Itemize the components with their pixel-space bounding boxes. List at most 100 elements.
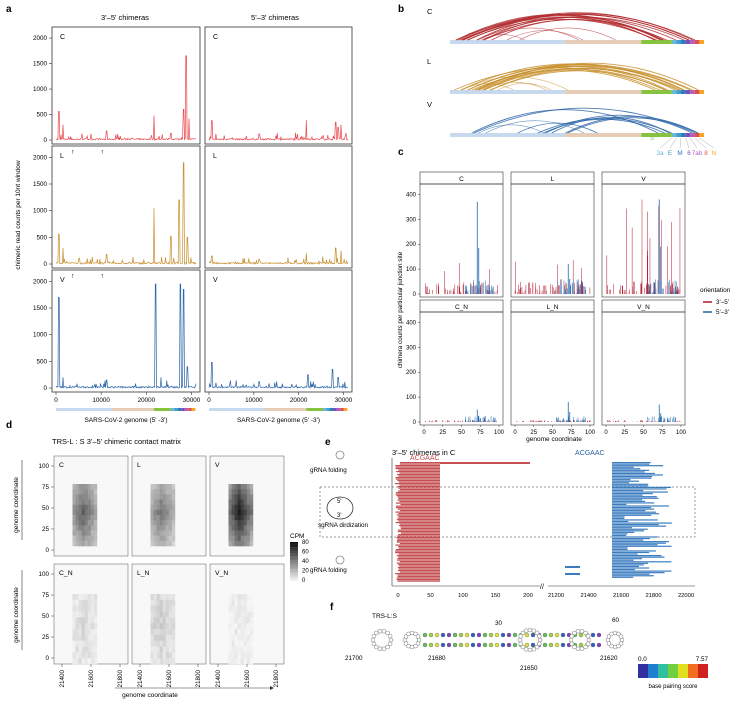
a-ytick-label: 1500 bbox=[33, 61, 48, 68]
b-genome-orf1a bbox=[450, 90, 565, 94]
d-heat-cell bbox=[231, 515, 235, 521]
d-heat-cell bbox=[231, 617, 235, 624]
d-heat-cell bbox=[90, 515, 95, 521]
d-heat-cell bbox=[171, 530, 176, 536]
c-facet-label: V_N bbox=[637, 304, 650, 311]
d-heat-cell bbox=[228, 540, 232, 547]
b-arc-small bbox=[519, 27, 616, 41]
d-heat-cell bbox=[84, 504, 89, 511]
d-heat-cell bbox=[84, 646, 89, 653]
d-heat-cell bbox=[168, 658, 173, 665]
d-heat-cell bbox=[150, 594, 154, 601]
d-heat-cell bbox=[171, 499, 176, 505]
d-legend-bar bbox=[290, 547, 298, 549]
e-red-row bbox=[400, 543, 440, 545]
d-heat-cell bbox=[81, 652, 86, 659]
d-heat-cell bbox=[234, 494, 238, 500]
d-heat-cell bbox=[240, 629, 245, 636]
f-base-paired bbox=[548, 632, 554, 638]
d-heat-cell bbox=[162, 489, 167, 495]
d-heat-cell bbox=[162, 540, 167, 547]
e-blue-row bbox=[612, 468, 641, 470]
d-heat-cell bbox=[81, 504, 86, 511]
f-base bbox=[583, 630, 588, 636]
f-base-paired bbox=[596, 642, 602, 648]
d-heat-cell bbox=[243, 520, 248, 526]
d-heat-cell bbox=[246, 611, 251, 618]
d-heat-cell bbox=[153, 525, 157, 531]
panel-e-plot: gRNA folding sgRNA dirdization gRNA foldin… bbox=[310, 450, 696, 599]
a-genome-orf1b bbox=[264, 408, 307, 411]
d-heat-cell bbox=[156, 611, 160, 618]
d-heat-cell bbox=[249, 652, 254, 659]
d-heat-cell bbox=[78, 494, 82, 500]
d-heat-cell bbox=[240, 640, 245, 647]
d-xtick-label: 21400 bbox=[215, 670, 222, 688]
d-heat-cell bbox=[243, 634, 248, 641]
a-genome-orf bbox=[184, 408, 189, 411]
d-heat-cell bbox=[78, 535, 82, 542]
e-red-row bbox=[395, 573, 440, 575]
d-legend-tick: 60 bbox=[302, 550, 309, 556]
e-loop-icon bbox=[335, 555, 345, 565]
b-arc bbox=[476, 16, 655, 41]
d-heat-cell bbox=[237, 605, 242, 612]
b-genome-orf bbox=[681, 133, 686, 137]
d-heat-cell bbox=[84, 629, 89, 636]
d-heat-cell bbox=[90, 599, 95, 606]
d-heat-cell bbox=[249, 525, 254, 531]
d-heat-cell bbox=[234, 646, 238, 653]
d-heat-cell bbox=[243, 494, 248, 500]
d-heat-cell bbox=[234, 605, 238, 612]
e-blue-row bbox=[612, 564, 644, 566]
d-heat-cell bbox=[237, 520, 242, 526]
d-heat-cell bbox=[90, 484, 95, 490]
e-red-row bbox=[397, 517, 440, 519]
b-gene-leader bbox=[690, 137, 698, 149]
d-heat-cell bbox=[153, 652, 157, 659]
b-arc bbox=[471, 109, 659, 134]
e-blue-row bbox=[612, 572, 665, 574]
f-legend-min: 0.0 bbox=[638, 656, 647, 663]
d-heat-cell bbox=[153, 623, 157, 630]
f-base-paired bbox=[434, 632, 440, 638]
d-heat-cell bbox=[93, 658, 98, 665]
d-heat-cell bbox=[165, 634, 170, 641]
f-base bbox=[575, 629, 581, 634]
f-base bbox=[415, 641, 421, 646]
d-heat-cell bbox=[93, 623, 98, 630]
d-heat-cell bbox=[168, 504, 173, 511]
b-genome-orf bbox=[685, 40, 691, 44]
f-base-paired bbox=[524, 642, 530, 648]
f-base-paired bbox=[464, 642, 470, 648]
a-ytick-label: 1500 bbox=[33, 305, 48, 312]
b-gene-label: E bbox=[668, 150, 672, 157]
d-heat-cell bbox=[93, 640, 98, 647]
d-heat-cell bbox=[156, 525, 160, 531]
e-blue-row bbox=[612, 482, 630, 484]
c-facet-label: V bbox=[641, 176, 646, 183]
d-heat-cell bbox=[234, 525, 238, 531]
b-genome-spike bbox=[641, 90, 672, 94]
a-facet-label: C bbox=[60, 34, 65, 41]
f-base bbox=[572, 630, 577, 636]
d-heat-cell bbox=[246, 525, 251, 531]
a-facet-label: V bbox=[213, 277, 218, 284]
c-xtick-label: 25 bbox=[439, 430, 446, 436]
d-heat-cell bbox=[72, 634, 76, 641]
d-heat-cell bbox=[150, 489, 154, 495]
d-legend-bar bbox=[290, 564, 298, 566]
b-genome-orf bbox=[699, 40, 704, 44]
d-heat-cell bbox=[87, 530, 92, 536]
e-red-row bbox=[398, 520, 440, 522]
d-heat-cell bbox=[165, 658, 170, 665]
d-heat-cell bbox=[87, 535, 92, 542]
d-legend-bar bbox=[290, 555, 298, 557]
d-heat-cell bbox=[228, 646, 232, 653]
e-red-row bbox=[395, 477, 440, 479]
e-blue-row bbox=[612, 544, 658, 546]
d-heat-cell bbox=[243, 535, 248, 542]
f-base-paired bbox=[422, 642, 428, 648]
d-heat-cell bbox=[246, 515, 251, 521]
d-legend-bar bbox=[290, 557, 298, 559]
